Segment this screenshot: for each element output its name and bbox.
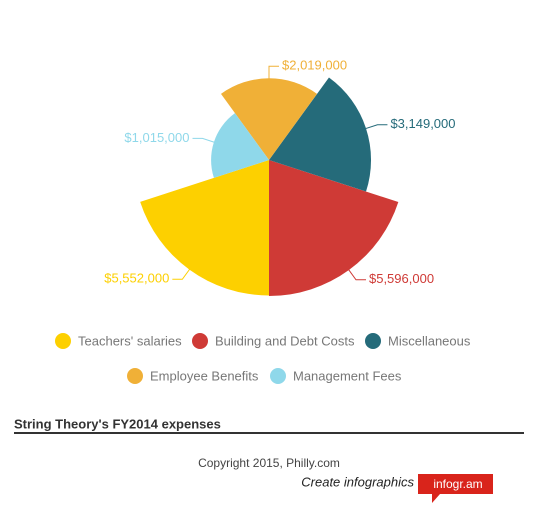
- copyright: Copyright 2015, Philly.com: [198, 456, 340, 470]
- legend-swatch: [365, 333, 381, 349]
- legend-label: Miscellaneous: [388, 333, 471, 348]
- slice: [211, 113, 269, 178]
- value-label: $3,149,000: [390, 116, 455, 131]
- legend-label: Teachers' salaries: [78, 333, 182, 348]
- legend-label: Building and Debt Costs: [215, 333, 355, 348]
- brand[interactable]: infogr.am: [433, 477, 482, 491]
- value-label: $5,596,000: [369, 271, 434, 286]
- leader-line: [362, 124, 388, 131]
- brand-badge[interactable]: [418, 474, 493, 503]
- leader-line: [346, 266, 366, 281]
- legend-swatch: [192, 333, 208, 349]
- legend-swatch: [127, 368, 143, 384]
- legend-swatch: [55, 333, 71, 349]
- slice: [269, 160, 399, 296]
- chart-title: String Theory's FY2014 expenses: [14, 416, 221, 431]
- legend-swatch: [270, 368, 286, 384]
- value-label: $1,015,000: [124, 130, 189, 145]
- slice: [140, 160, 269, 296]
- slice: [220, 78, 318, 160]
- legend-label: Management Fees: [293, 368, 402, 383]
- slice: [269, 77, 372, 192]
- leader-line: [172, 266, 193, 280]
- leader-line: [268, 65, 279, 83]
- value-label: $2,019,000: [282, 58, 347, 73]
- cta[interactable]: Create infographics: [301, 474, 414, 489]
- leader-line: [192, 137, 218, 144]
- value-label: $5,552,000: [104, 271, 169, 286]
- legend-label: Employee Benefits: [150, 368, 259, 383]
